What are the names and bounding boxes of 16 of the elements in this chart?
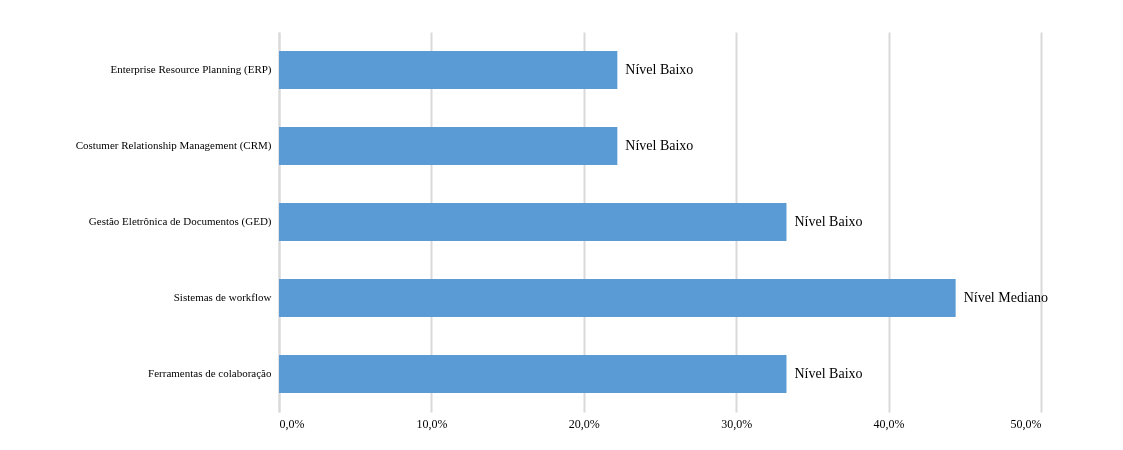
- x-tick-label: 20,0%: [568, 416, 600, 431]
- data-label: Nível Mediano: [963, 290, 1049, 305]
- data-label: Nível Baixo: [794, 214, 863, 229]
- x-tick-label: 30,0%: [721, 416, 753, 431]
- x-tick-label: 0,0%: [279, 416, 305, 431]
- data-label: Nível Baixo: [625, 138, 694, 153]
- y-tick-label: Ferramentas de colaboração: [148, 367, 272, 379]
- x-tick-label: 40,0%: [873, 416, 905, 431]
- y-tick-label: Costumer Relationship Management (CRM): [75, 139, 272, 152]
- data-label: Nível Baixo: [625, 62, 694, 77]
- y-tick-label: Sistemas de workflow: [173, 291, 272, 303]
- data-label: Nível Baixo: [794, 366, 863, 381]
- y-tick-label: Enterprise Resource Planning (ERP): [110, 63, 272, 76]
- y-tick-label: Gestão Eletrônica de Documentos (GED): [88, 215, 272, 228]
- x-tick-label: 50,0%: [1010, 416, 1042, 431]
- x-tick-label: 10,0%: [416, 416, 448, 431]
